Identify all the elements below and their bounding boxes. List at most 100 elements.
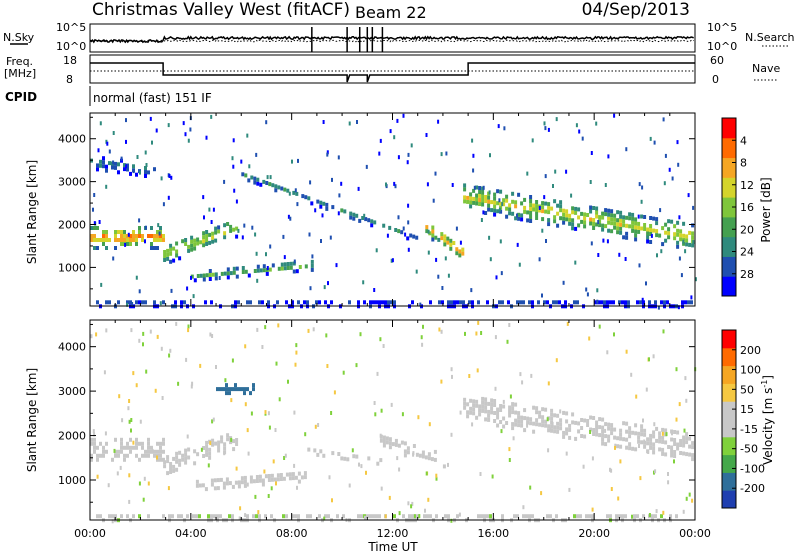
data-cell (108, 161, 111, 166)
data-cell (577, 207, 581, 212)
data-cell (646, 441, 650, 446)
data-cell (316, 199, 320, 204)
data-cell (126, 441, 129, 446)
noise-cell (391, 258, 394, 263)
colorbar-tick-label: 28 (740, 268, 754, 281)
noise-cell (105, 184, 108, 189)
noise-cell (619, 459, 622, 464)
data-cell (507, 300, 510, 305)
data-cell (586, 419, 590, 423)
data-cell (670, 437, 674, 442)
data-cell (691, 453, 695, 458)
noise-cell (168, 353, 171, 358)
noise-cell (337, 211, 340, 216)
data-cell (496, 415, 500, 420)
velocity-colorbar-label: Velocity [m s-1] (760, 375, 775, 465)
data-cell (93, 226, 96, 230)
data-cell (654, 300, 657, 305)
data-cell (556, 203, 560, 208)
data-cell (159, 441, 162, 446)
noise-cell (296, 485, 298, 490)
noise-cell (410, 143, 413, 148)
data-cell (412, 234, 416, 239)
noise-cell (565, 169, 568, 174)
data-cell (505, 194, 509, 199)
data-cell (456, 514, 459, 519)
data-cell (184, 460, 188, 465)
data-cell (595, 206, 599, 211)
noise-cell (663, 181, 666, 186)
noise-cell (427, 229, 430, 234)
data-cell (603, 300, 606, 305)
data-cell (96, 246, 99, 250)
data-cell (613, 221, 617, 226)
y-tick-label: 4000 (58, 133, 86, 146)
data-cell (496, 189, 500, 194)
data-cell (541, 407, 545, 412)
data-cell (625, 429, 629, 434)
noise-cell (264, 325, 267, 330)
noise-cell (142, 331, 145, 336)
noise-cell (168, 174, 171, 178)
noise-cell (635, 394, 638, 399)
data-cell (493, 200, 497, 205)
data-cell (166, 252, 170, 257)
noise-cell (398, 467, 401, 472)
data-cell (231, 387, 234, 392)
noise-cell (291, 159, 293, 164)
data-cell (429, 514, 432, 519)
data-cell (279, 473, 283, 477)
data-cell (418, 453, 422, 458)
data-cell (571, 412, 575, 417)
data-cell (478, 194, 482, 198)
noise-cell (311, 254, 314, 259)
data-cell (90, 457, 93, 462)
data-cell (631, 430, 635, 435)
data-cell (496, 407, 500, 412)
data-cell (228, 391, 231, 396)
data-cell (559, 216, 563, 221)
data-cell (529, 195, 533, 199)
data-cell (472, 188, 476, 193)
noise-cell (570, 193, 573, 198)
cpid-text: normal (fast) 151 IF (93, 91, 212, 105)
data-cell (475, 403, 479, 408)
data-cell (291, 472, 295, 477)
noise-cell (92, 429, 95, 434)
data-cell (135, 441, 138, 446)
noise-cell (389, 129, 392, 134)
data-cell (461, 247, 465, 252)
data-cell (159, 449, 162, 454)
noise-cell (340, 181, 343, 186)
data-cell (613, 427, 617, 432)
data-cell (184, 452, 188, 457)
noise-cell (267, 411, 270, 416)
noise-cell (586, 292, 589, 297)
data-cell (258, 474, 262, 479)
data-cell (628, 212, 632, 217)
data-cell (214, 272, 218, 277)
noise-cell (503, 126, 506, 131)
noise-cell (294, 188, 297, 193)
data-cell (375, 300, 378, 305)
noise-cell (187, 328, 190, 333)
noise-cell (293, 463, 296, 468)
data-cell (274, 188, 278, 193)
data-cell (580, 434, 584, 438)
data-cell (577, 215, 581, 220)
data-cell (220, 435, 224, 440)
data-cell (535, 208, 539, 212)
data-cell (217, 440, 221, 445)
noise-cell (411, 501, 414, 506)
noise-cell (591, 507, 594, 512)
noise-cell (119, 465, 122, 470)
data-cell (214, 238, 218, 243)
data-cell (147, 170, 150, 175)
data-cell (612, 300, 615, 305)
data-cell (520, 213, 524, 218)
data-cell (141, 445, 144, 450)
data-cell (243, 483, 247, 488)
velocity-colorbar-title: Velocity (761, 418, 775, 465)
colorbar-tick-label: -100 (740, 462, 765, 475)
